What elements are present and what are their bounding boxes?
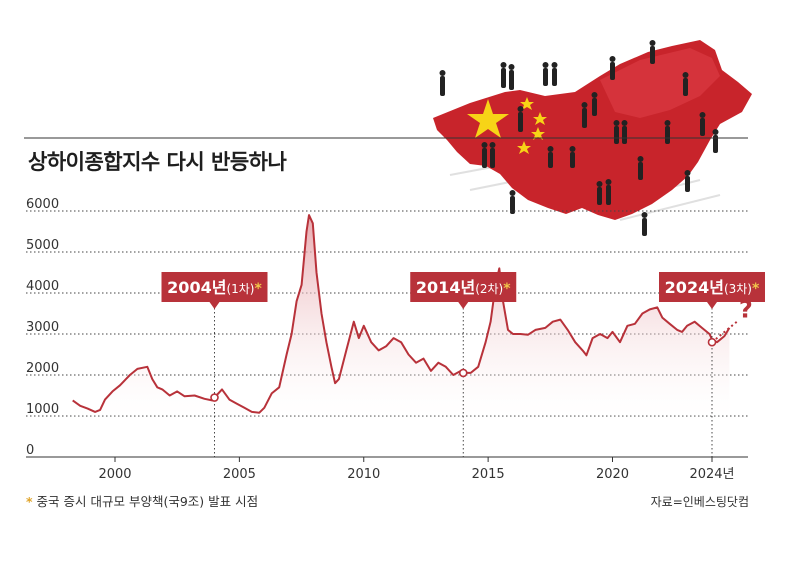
source-credit: 자료=인베스팅닷컴 bbox=[650, 495, 749, 509]
callout-year: 2004년 bbox=[167, 278, 226, 297]
y-tick-label: 4000 bbox=[26, 279, 59, 294]
area-fill bbox=[72, 215, 730, 416]
series-line bbox=[72, 214, 731, 414]
flag-small-star-1 bbox=[520, 97, 534, 110]
question-mark: ? bbox=[739, 296, 753, 324]
callout-year: 2024년 bbox=[665, 278, 724, 297]
y-tick-label: 0 bbox=[26, 443, 34, 458]
flag-big-star bbox=[467, 99, 509, 138]
y-tick-label: 5000 bbox=[26, 238, 59, 253]
y-tick-label: 6000 bbox=[26, 197, 59, 212]
y-tick-label: 3000 bbox=[26, 320, 59, 335]
callouts-layer: 2004년(1차)* 2014년(2차)* 2024년(3차)* bbox=[161, 272, 765, 457]
x-tick-label: 2010 bbox=[347, 467, 380, 482]
x-tick-label: 2020 bbox=[596, 467, 629, 482]
callout-2: 2014년(2차)* bbox=[410, 272, 517, 457]
callout-pointer bbox=[458, 302, 469, 309]
callout-year: 2014년 bbox=[416, 278, 475, 297]
callout-box bbox=[659, 272, 765, 302]
x-tick-label: 2015 bbox=[472, 467, 505, 482]
callout-box bbox=[410, 272, 517, 302]
callout-label: 2004년(1차)* bbox=[167, 278, 262, 297]
callout-pointer bbox=[209, 302, 220, 309]
flag-small-star-4 bbox=[517, 141, 531, 154]
footnote-asterisk: * bbox=[26, 494, 33, 509]
footnote: * 중국 증시 대규모 부양책(국9조) 발표 시점 bbox=[26, 491, 258, 510]
area-layer bbox=[72, 214, 738, 416]
callout-marker-point bbox=[458, 368, 468, 378]
flag-small-star-3 bbox=[531, 127, 545, 140]
x-tick-label: 2005 bbox=[223, 467, 256, 482]
callout-box bbox=[161, 272, 268, 302]
china-map-illustration bbox=[433, 40, 752, 236]
callout-pointer bbox=[707, 302, 717, 309]
callout-asterisk: * bbox=[254, 281, 262, 297]
flag-small-star-2 bbox=[533, 112, 547, 125]
callout-label: 2014년(2차)* bbox=[416, 278, 511, 297]
callout-marker-point bbox=[707, 337, 717, 347]
x-tick-label: 2000 bbox=[98, 467, 131, 482]
callout-round: (2차) bbox=[475, 282, 503, 296]
people-silhouettes bbox=[439, 40, 719, 236]
callout-1: 2004년(1차)* bbox=[161, 272, 268, 457]
x-tick-label: 2024년 bbox=[689, 467, 734, 482]
x-axis: 2000 2005 2010 2015 2020 2024년 bbox=[26, 456, 748, 482]
y-axis-ticks: 0 1000 2000 3000 4000 5000 6000 bbox=[26, 197, 59, 458]
callout-round: (3차) bbox=[724, 282, 752, 296]
footnote-text: 중국 증시 대규모 부양책(국9조) 발표 시점 bbox=[36, 494, 259, 509]
page-title: 상하이종합지수 다시 반등하나 bbox=[28, 150, 287, 174]
callout-3: 2024년(3차)* bbox=[659, 272, 765, 457]
y-tick-label: 2000 bbox=[26, 361, 59, 376]
y-tick-label: 1000 bbox=[26, 402, 59, 417]
callout-marker-point bbox=[210, 393, 219, 402]
china-map-highlight bbox=[600, 48, 720, 118]
callout-asterisk: * bbox=[503, 281, 511, 297]
callout-label: 2024년(3차)* bbox=[665, 278, 760, 297]
callout-asterisk: * bbox=[752, 281, 760, 297]
projection-line bbox=[711, 320, 738, 343]
callout-round: (1차) bbox=[226, 282, 254, 296]
